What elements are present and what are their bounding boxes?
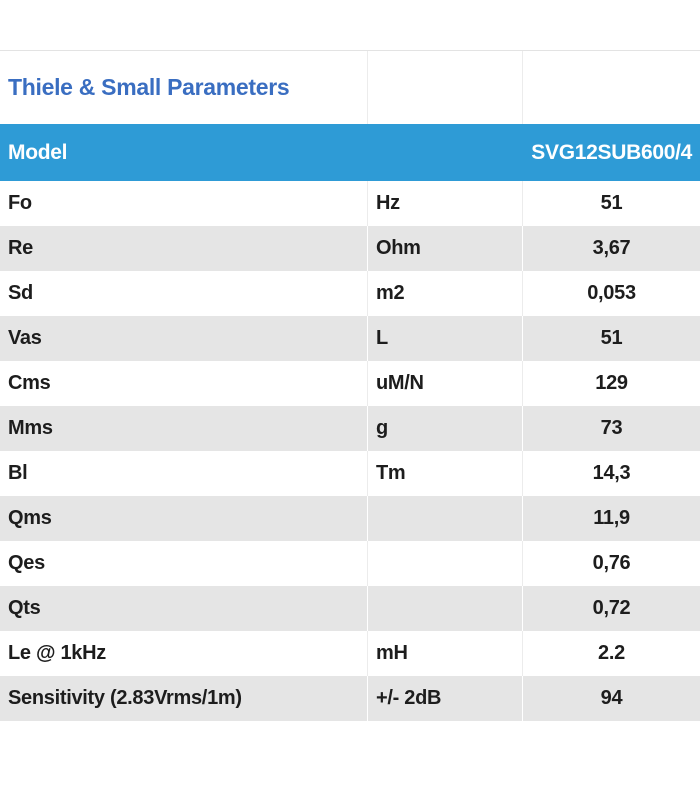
parameter-name-cell: Qms: [8, 507, 52, 529]
unit-cell: Tm: [367, 451, 522, 496]
table-title: Thiele & Small Parameters: [8, 74, 290, 100]
table-row: Fo Hz 51: [0, 181, 700, 226]
unit-cell: Ohm: [367, 226, 522, 271]
table-row: Re Ohm 3,67: [0, 226, 700, 271]
parameter-name-cell: Mms: [8, 417, 53, 439]
unit-cell: m2: [367, 271, 522, 316]
unit-cell: mH: [367, 631, 522, 676]
table-row: Sensitivity (2.83Vrms/1m) +/- 2dB 94: [0, 676, 700, 721]
value-cell: 0,053: [522, 271, 700, 316]
title-row-unit-spacer: [367, 51, 522, 124]
model-header-row: Model SVG12SUB600/4: [0, 124, 700, 181]
parameter-rows: Fo Hz 51 Re Ohm 3,67 Sd m2 0,053 Vas L 51 Cms uM/N 129…: [0, 181, 700, 721]
model-label: Model: [8, 140, 68, 164]
value-cell: 0,72: [522, 586, 700, 631]
parameter-name-cell: Re: [8, 237, 33, 259]
unit-cell: Hz: [367, 181, 522, 226]
value-cell: 73: [522, 406, 700, 451]
parameter-name-cell: Le @ 1kHz: [8, 642, 106, 664]
value-cell: 51: [522, 316, 700, 361]
parameter-name-cell: Sd: [8, 282, 33, 304]
parameter-name-cell: Sensitivity (2.83Vrms/1m): [8, 687, 242, 709]
value-cell: 2.2: [522, 631, 700, 676]
table-row: Bl Tm 14,3: [0, 451, 700, 496]
parameter-name-cell: Fo: [8, 192, 32, 214]
unit-cell: [367, 586, 522, 631]
table-row: Cms uM/N 129: [0, 361, 700, 406]
parameter-name-cell: Vas: [8, 327, 42, 349]
table-row: Mms g 73: [0, 406, 700, 451]
model-value: SVG12SUB600/4: [531, 140, 692, 164]
parameter-name-cell: Qes: [8, 552, 45, 574]
value-cell: 94: [522, 676, 700, 721]
value-cell: 11,9: [522, 496, 700, 541]
table-title-row: Thiele & Small Parameters: [0, 51, 700, 124]
unit-cell: [367, 496, 522, 541]
table-row: Sd m2 0,053: [0, 271, 700, 316]
parameter-name-cell: Bl: [8, 462, 28, 484]
unit-cell: g: [367, 406, 522, 451]
table-row: Qms 11,9: [0, 496, 700, 541]
unit-cell: uM/N: [367, 361, 522, 406]
parameter-name-cell: Qts: [8, 597, 41, 619]
parameter-name-cell: Cms: [8, 372, 51, 394]
thiele-small-parameters-table: Thiele & Small Parameters Model SVG12SUB…: [0, 50, 700, 721]
table-row: Qes 0,76: [0, 541, 700, 586]
unit-cell: L: [367, 316, 522, 361]
value-cell: 129: [522, 361, 700, 406]
table-row: Le @ 1kHz mH 2.2: [0, 631, 700, 676]
table-row: Qts 0,72: [0, 586, 700, 631]
value-cell: 0,76: [522, 541, 700, 586]
table-row: Vas L 51: [0, 316, 700, 361]
unit-cell: [367, 541, 522, 586]
unit-cell: +/- 2dB: [367, 676, 522, 721]
value-cell: 51: [522, 181, 700, 226]
value-cell: 14,3: [522, 451, 700, 496]
title-row-value-spacer: [522, 51, 700, 124]
value-cell: 3,67: [522, 226, 700, 271]
